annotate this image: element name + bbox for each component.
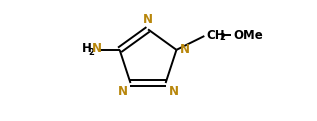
Text: N: N (143, 13, 153, 26)
Text: OMe: OMe (233, 29, 263, 42)
Text: N: N (92, 42, 102, 55)
Text: N: N (169, 85, 178, 98)
Text: CH: CH (206, 29, 225, 42)
Text: H: H (82, 42, 92, 55)
Text: 2: 2 (219, 34, 225, 42)
Text: N: N (179, 43, 190, 56)
Text: 2: 2 (88, 48, 94, 57)
Text: N: N (118, 85, 127, 98)
